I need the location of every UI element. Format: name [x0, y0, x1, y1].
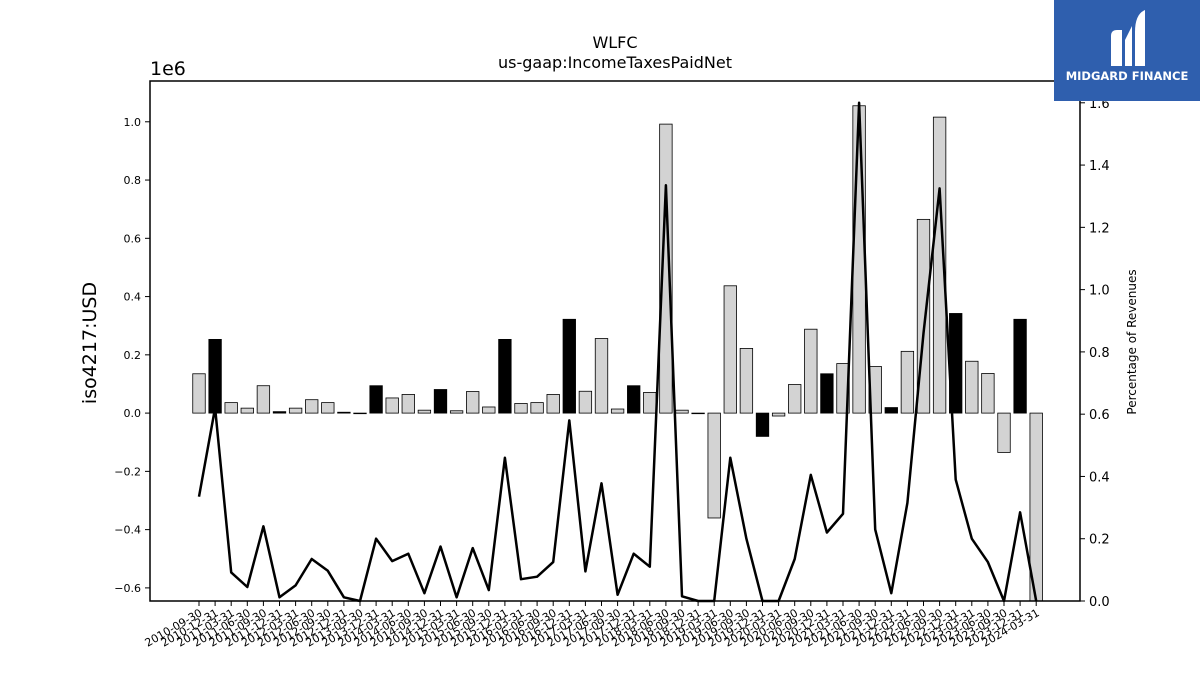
y2-tick-label: 0.2 — [1089, 533, 1110, 548]
bar — [932, 116, 947, 414]
bar — [337, 411, 351, 414]
y-offset-label: 1e6 — [150, 58, 186, 80]
y2-tick-label: 0.6 — [1089, 408, 1110, 423]
chart-subtitle: us-gaap:IncomeTaxesPaidNet — [498, 53, 732, 72]
bar — [610, 408, 625, 414]
bar — [562, 318, 576, 414]
bar — [305, 399, 319, 414]
bar — [739, 348, 754, 414]
bar — [466, 391, 480, 414]
bar — [449, 410, 464, 414]
bars-group — [192, 105, 1043, 602]
bar — [691, 412, 705, 415]
y-tick-label: 0.4 — [124, 291, 142, 304]
bar — [820, 373, 834, 414]
bar — [353, 412, 367, 415]
bar — [369, 385, 383, 414]
y-tick-label: −0.2 — [114, 465, 141, 478]
bar — [1013, 318, 1027, 414]
bar — [482, 406, 496, 414]
percentage-line — [197, 101, 1038, 603]
bar — [852, 105, 866, 414]
bar — [514, 403, 528, 414]
y-axis-ticks: −0.6 −0.4 −0.2 0.0 0.2 0.4 0.6 0.8 1.0 — [114, 116, 150, 595]
y-tick-label: −0.6 — [114, 582, 141, 595]
chart-title: WLFC — [592, 33, 637, 52]
bar — [997, 412, 1011, 453]
bar — [723, 285, 737, 414]
bar — [788, 384, 802, 414]
logo-text: MIDGARD FINANCE — [1065, 69, 1189, 83]
bar — [965, 360, 979, 414]
bar — [578, 390, 593, 414]
bar — [433, 389, 448, 414]
bar — [707, 412, 721, 519]
y-tick-label: 0.0 — [124, 407, 142, 420]
bar — [884, 407, 898, 414]
bar — [594, 338, 609, 414]
y2-tick-label: 0.4 — [1089, 470, 1110, 485]
bar — [401, 394, 415, 414]
bar — [321, 402, 335, 414]
y-axis-label: iso4217:USD — [79, 282, 101, 404]
bar — [836, 363, 850, 414]
y2-tick-label: 0.8 — [1089, 346, 1110, 361]
bar — [417, 409, 432, 414]
y-tick-label: 0.2 — [124, 349, 142, 362]
bar — [240, 407, 254, 414]
bar — [192, 373, 206, 414]
y-tick-label: −0.4 — [114, 524, 141, 537]
bar — [208, 338, 222, 414]
y-tick-label: 1.0 — [124, 116, 142, 129]
bar — [530, 402, 544, 414]
y2-tick-label: 1.2 — [1089, 221, 1110, 236]
bar — [385, 397, 399, 414]
x-axis-ticks: 2010-09-302010-12-312011-03-312011-06-30… — [143, 601, 1042, 650]
bar — [224, 402, 238, 414]
logo-mark-icon — [1111, 10, 1145, 66]
y2-axis-label: Percentage of Revenues — [1125, 269, 1139, 414]
plot-frame — [149, 80, 1081, 602]
y2-axis-ticks: 0.00.20.40.60.81.01.21.41.6 — [1080, 97, 1110, 610]
bar — [643, 392, 657, 414]
y-tick-label: 0.6 — [124, 232, 142, 245]
bar — [288, 407, 303, 414]
y-tick-label: 0.8 — [124, 174, 142, 187]
bar — [498, 338, 512, 414]
y2-tick-label: 0.0 — [1089, 595, 1110, 610]
midgard-logo: MIDGARD FINANCE — [1054, 0, 1200, 101]
bar — [981, 373, 995, 414]
bar — [256, 385, 271, 414]
bar — [804, 328, 818, 414]
bar — [900, 350, 915, 414]
bar — [546, 394, 560, 414]
bar — [771, 412, 786, 417]
y2-tick-label: 1.0 — [1089, 284, 1110, 299]
bar — [675, 409, 689, 414]
bar — [272, 411, 287, 414]
bar — [755, 412, 770, 437]
bar — [659, 123, 673, 414]
bar — [627, 385, 641, 414]
y2-tick-label: 1.4 — [1089, 159, 1110, 174]
line-group — [197, 101, 1038, 603]
